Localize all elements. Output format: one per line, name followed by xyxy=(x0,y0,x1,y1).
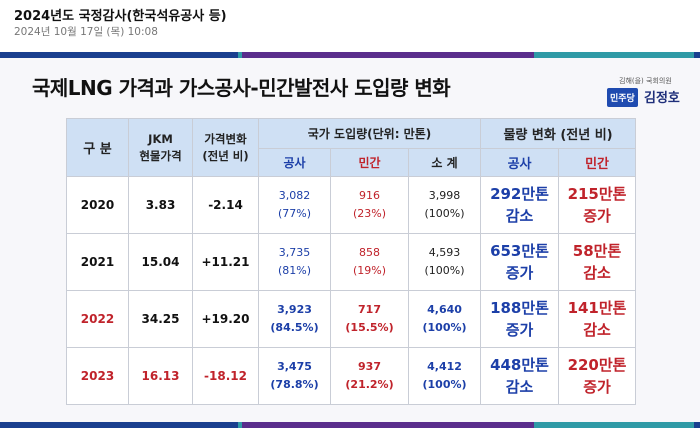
logo-subtitle: 김해(을) 국회의원 xyxy=(619,77,672,85)
row-private-change: 215만톤 증가 xyxy=(558,176,637,234)
row-kogas-change: 448만톤 감소 xyxy=(480,347,560,405)
header-national-imports: 국가 도입량(단위: 만톤) xyxy=(257,118,482,149)
header-volume-change: 물량 변화 (전년 비) xyxy=(480,118,637,149)
lawmaker-name: 김정호 xyxy=(644,91,680,106)
top-color-stripe xyxy=(0,52,700,58)
header-price-change: 가격변화 (전년 비) xyxy=(192,118,259,177)
row-kogas: 3,082 (77%) xyxy=(258,176,331,234)
presentation-slide: 국제LNG 가격과 가스공사-민간발전사 도입량 변화 김해(을) 국회의원 민… xyxy=(0,58,700,422)
post-title: 2024년도 국정감사(한국석유공사 등) xyxy=(14,9,227,24)
row-jkm: 15.04 xyxy=(128,233,193,291)
row-private-change: 141만톤 감소 xyxy=(558,290,637,348)
slide-title: 국제LNG 가격과 가스공사-민간발전사 도입량 변화 xyxy=(32,76,451,100)
row-subtotal: 4,412 (100%) xyxy=(407,347,482,405)
row-private-change: 220만톤 증가 xyxy=(558,347,637,405)
row-price-change: -18.12 xyxy=(192,347,259,405)
row-jkm: 16.13 xyxy=(128,347,193,405)
row-kogas-change: 188만톤 증가 xyxy=(480,290,560,348)
party-badge: 민주당 xyxy=(607,88,638,107)
row-kogas: 3,923 (84.5%) xyxy=(258,290,331,348)
table-row-2021: 2021 15.04 +11.21 3,735 (81%) 858 (19%) 4,… xyxy=(66,233,637,291)
row-year: 2021 xyxy=(66,233,129,291)
row-price-change: +19.20 xyxy=(192,290,259,348)
row-price-change: -2.14 xyxy=(192,176,259,234)
header-division: 구 분 xyxy=(66,118,129,177)
row-subtotal: 4,640 (100%) xyxy=(407,290,482,348)
row-year: 2022 xyxy=(66,290,129,348)
row-price-change: +11.21 xyxy=(192,233,259,291)
header-private-change: 민간 xyxy=(558,148,637,177)
row-subtotal: 3,998 (100%) xyxy=(407,176,482,234)
post-date: 2024년 10월 17일 (목) 10:08 xyxy=(14,26,158,38)
bottom-color-stripe xyxy=(0,422,700,428)
table-row-2022: 2022 34.25 +19.20 3,923 (84.5%) 717 (15.5%… xyxy=(66,290,637,348)
row-private: 717 (15.5%) xyxy=(330,290,409,348)
lawmaker-logo: 김해(을) 국회의원 민주당 김정호 xyxy=(597,76,693,110)
row-jkm: 3.83 xyxy=(128,176,193,234)
header-jkm: JKM 현물가격 xyxy=(128,118,193,177)
table-row-2020: 2020 3.83 -2.14 3,082 (77%) 916 (23%) 3,99… xyxy=(66,176,637,234)
header-kogas-change: 공사 xyxy=(480,148,560,177)
lng-import-table: 구 분 JKM 현물가격 가격변화 (전년 비) 국가 도입량(단위: 만톤) … xyxy=(66,118,637,405)
row-year: 2023 xyxy=(66,347,129,405)
header-subtotal: 소 계 xyxy=(407,148,482,177)
row-private-change: 58만톤 감소 xyxy=(558,233,637,291)
row-subtotal: 4,593 (100%) xyxy=(407,233,482,291)
header-private: 민간 xyxy=(330,148,409,177)
table-row-2023: 2023 16.13 -18.12 3,475 (78.8%) 937 (21.2%… xyxy=(66,347,637,405)
post-header: 2024년도 국정감사(한국석유공사 등) 2024년 10월 17일 (목) … xyxy=(0,0,700,52)
row-jkm: 34.25 xyxy=(128,290,193,348)
row-kogas: 3,475 (78.8%) xyxy=(258,347,331,405)
header-kogas: 공사 xyxy=(258,148,331,177)
row-year: 2020 xyxy=(66,176,129,234)
row-kogas-change: 292만톤 감소 xyxy=(480,176,560,234)
row-private: 858 (19%) xyxy=(330,233,409,291)
row-private: 916 (23%) xyxy=(330,176,409,234)
row-kogas-change: 653만톤 증가 xyxy=(480,233,560,291)
row-private: 937 (21.2%) xyxy=(330,347,409,405)
row-kogas: 3,735 (81%) xyxy=(258,233,331,291)
